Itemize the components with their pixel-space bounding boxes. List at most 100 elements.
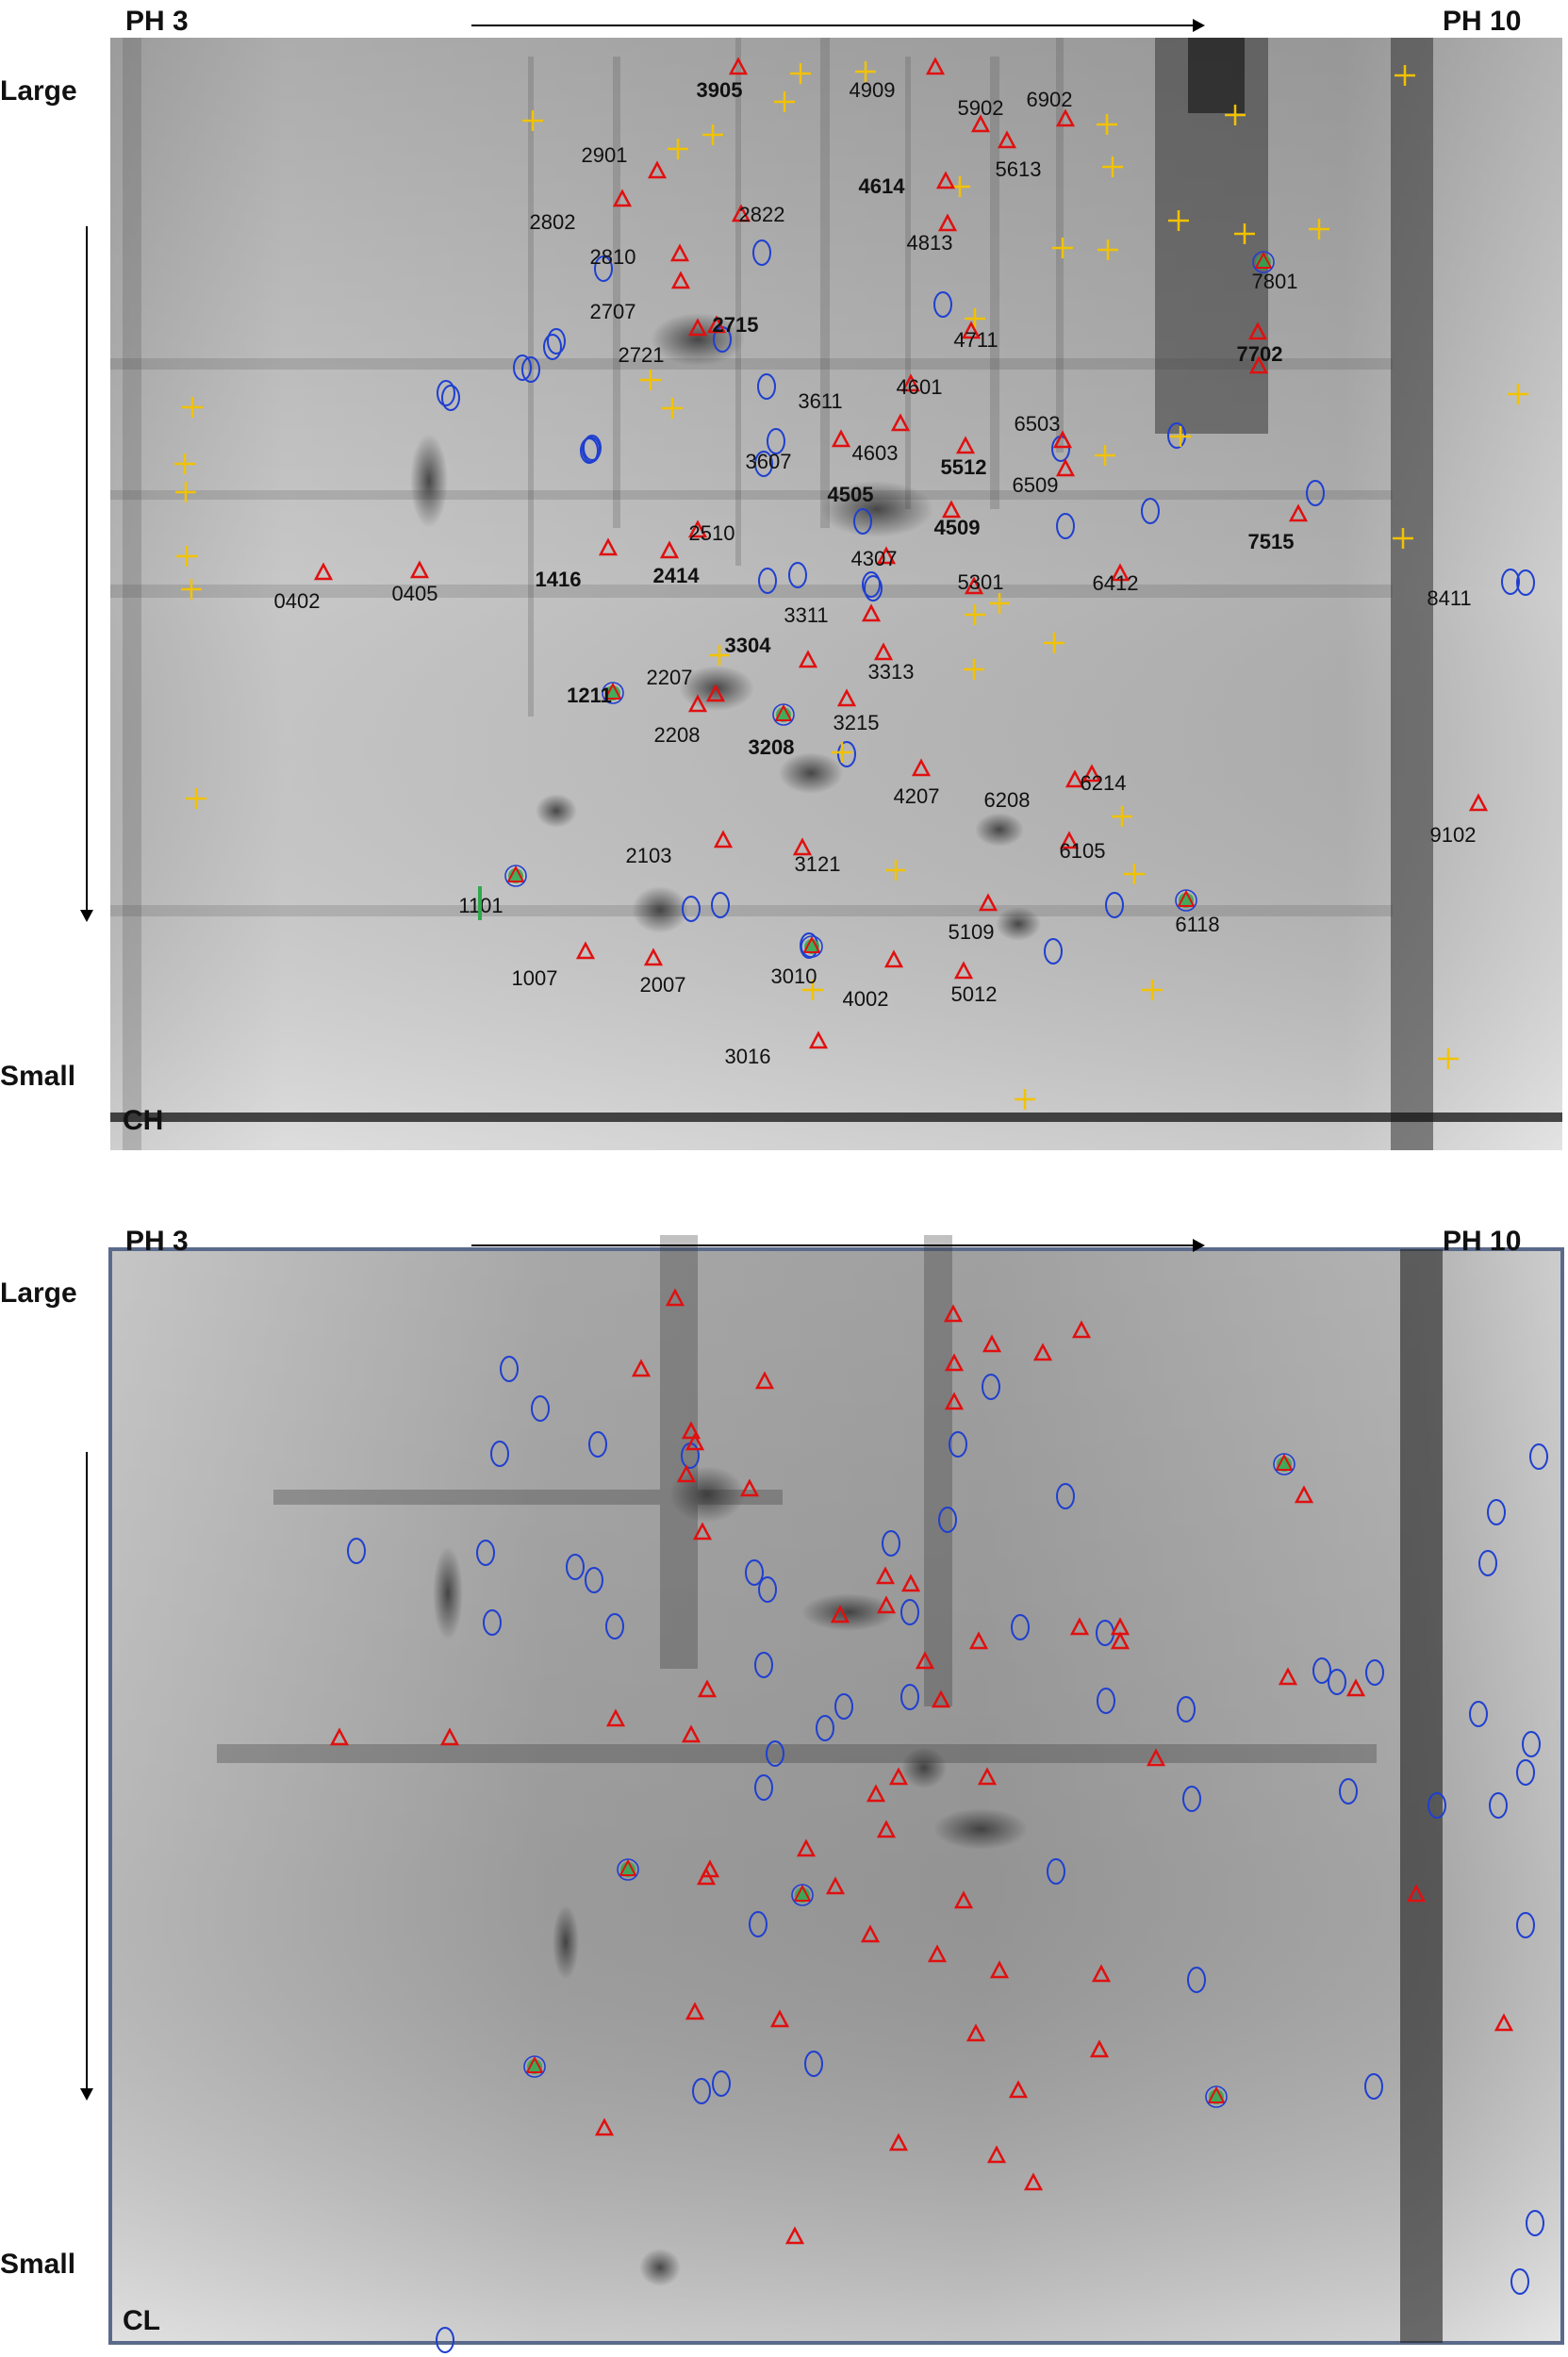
detected-spot-circle bbox=[757, 373, 776, 400]
spot-number-label: 3215 bbox=[834, 711, 880, 734]
spot-number-label: 3313 bbox=[868, 660, 915, 684]
spot-number-label: 3905 bbox=[697, 78, 743, 102]
reference-spot-marker bbox=[702, 124, 723, 145]
detected-spot-circle bbox=[585, 1567, 603, 1593]
differential-spot-triangle bbox=[659, 540, 680, 559]
detected-spot-circle bbox=[441, 385, 460, 411]
detected-spot-circle bbox=[752, 239, 771, 266]
differential-spot-triangle bbox=[900, 1574, 921, 1592]
detected-spot-circle bbox=[1487, 1499, 1506, 1525]
differential-spot-triangle bbox=[955, 436, 976, 454]
gel-panel-cl: 2809660475064213821532194108511191025008… bbox=[0, 1178, 1568, 2357]
differential-spot-triangle bbox=[754, 1371, 775, 1390]
detected-spot-circle bbox=[900, 1599, 919, 1625]
spot-indicator-bar bbox=[478, 886, 482, 920]
detected-spot-circle bbox=[1011, 1614, 1030, 1640]
differential-spot-triangle bbox=[796, 1838, 817, 1857]
spot-number-label: 9102 bbox=[1430, 823, 1477, 847]
landmark-spot bbox=[1175, 889, 1197, 912]
spot-number-label: 8411 bbox=[1427, 586, 1471, 610]
reference-spot-marker bbox=[1015, 1089, 1035, 1110]
detected-spot-circle bbox=[1516, 569, 1535, 596]
detected-spot-circle bbox=[1044, 938, 1063, 964]
differential-spot-triangle bbox=[1110, 563, 1131, 582]
reference-spot-marker bbox=[1044, 633, 1065, 653]
detected-spot-circle bbox=[816, 1715, 834, 1741]
differential-spot-triangle bbox=[925, 57, 946, 75]
detected-spot-circle bbox=[754, 451, 773, 477]
differential-spot-triangle bbox=[1288, 503, 1309, 522]
differential-spot-triangle bbox=[409, 560, 430, 579]
differential-spot-triangle bbox=[1052, 430, 1073, 449]
detected-spot-circle bbox=[1489, 1792, 1508, 1819]
reference-spot-marker bbox=[522, 110, 543, 131]
differential-spot-triangle bbox=[769, 2009, 790, 2028]
differential-spot-triangle bbox=[961, 321, 982, 339]
spot-number-label: 7702 bbox=[1237, 342, 1283, 366]
differential-spot-triangle bbox=[888, 1767, 909, 1786]
differential-spot-triangle bbox=[989, 1960, 1010, 1979]
differential-spot-triangle bbox=[977, 1767, 998, 1786]
spot-number-label: 3304 bbox=[725, 634, 772, 657]
detected-spot-circle bbox=[347, 1538, 366, 1564]
differential-spot-triangle bbox=[1494, 2013, 1514, 2032]
differential-spot-triangle bbox=[915, 1651, 935, 1670]
spot-number-label: 4307 bbox=[851, 547, 898, 570]
detected-spot-circle bbox=[483, 1609, 502, 1636]
reference-spot-marker bbox=[175, 482, 196, 503]
landmark-spot bbox=[1252, 251, 1275, 273]
ph-right-label: PH 10 bbox=[1443, 1226, 1522, 1257]
differential-spot-triangle bbox=[861, 603, 882, 622]
detected-spot-circle bbox=[1501, 569, 1520, 595]
detected-spot-circle bbox=[754, 1774, 773, 1801]
reference-spot-marker bbox=[1052, 238, 1073, 258]
detected-spot-circle bbox=[788, 562, 807, 588]
differential-spot-triangle bbox=[1059, 831, 1080, 849]
spot-number-label: 5902 bbox=[958, 96, 1004, 120]
spot-number-label: 2822 bbox=[739, 203, 785, 226]
spot-number-label: 4711 bbox=[953, 328, 998, 352]
differential-spot-triangle bbox=[792, 837, 813, 856]
reference-spot-marker bbox=[989, 593, 1010, 614]
differential-spot-triangle bbox=[739, 1478, 760, 1497]
spot-number-label: 4603 bbox=[852, 441, 899, 465]
spot-number-label: 2414 bbox=[653, 564, 701, 587]
detected-spot-circle bbox=[745, 1559, 764, 1586]
differential-spot-triangle bbox=[900, 373, 921, 392]
spot-number-label: 4505 bbox=[828, 483, 874, 506]
detected-spot-circle bbox=[490, 1441, 509, 1467]
detected-spot-circle bbox=[900, 1684, 919, 1710]
reference-spot-marker bbox=[1168, 210, 1189, 231]
spot-number-label: 4813 bbox=[907, 231, 953, 255]
differential-spot-triangle bbox=[935, 171, 956, 190]
differential-spot-triangle bbox=[944, 1353, 965, 1372]
differential-spot-triangle bbox=[713, 830, 734, 849]
spot-number-label: 1416 bbox=[536, 568, 582, 591]
detected-spot-circle bbox=[804, 2051, 823, 2077]
size-small-label: Small bbox=[0, 1061, 76, 1092]
molecular-weight-arrow bbox=[80, 1452, 93, 2101]
detected-spot-circle bbox=[1328, 1669, 1346, 1695]
differential-spot-triangle bbox=[1089, 2039, 1110, 2058]
differential-spot-triangle bbox=[876, 1820, 897, 1838]
size-large-label: Large bbox=[0, 1277, 77, 1309]
ph-right-label: PH 10 bbox=[1443, 6, 1522, 37]
landmark-spot bbox=[602, 682, 624, 704]
landmark-spot bbox=[772, 703, 795, 726]
spot-number-label: 1007 bbox=[512, 966, 558, 990]
differential-spot-triangle bbox=[808, 1030, 829, 1049]
differential-spot-triangle bbox=[1278, 1667, 1298, 1686]
landmark-spot bbox=[523, 2055, 546, 2078]
spot-number-label: 4509 bbox=[934, 516, 981, 539]
detected-spot-circle bbox=[864, 575, 883, 602]
detected-spot-circle bbox=[1182, 1786, 1201, 1812]
differential-spot-triangle bbox=[1091, 1964, 1112, 1983]
differential-spot-triangle bbox=[978, 893, 999, 912]
differential-spot-triangle bbox=[439, 1727, 460, 1746]
spot-number-label: 6208 bbox=[984, 788, 1031, 812]
reference-spot-marker bbox=[965, 308, 985, 329]
reference-spot-marker bbox=[885, 860, 906, 881]
differential-spot-triangle bbox=[831, 429, 851, 448]
reference-spot-marker bbox=[182, 397, 203, 418]
spot-number-label: 4909 bbox=[850, 78, 896, 102]
